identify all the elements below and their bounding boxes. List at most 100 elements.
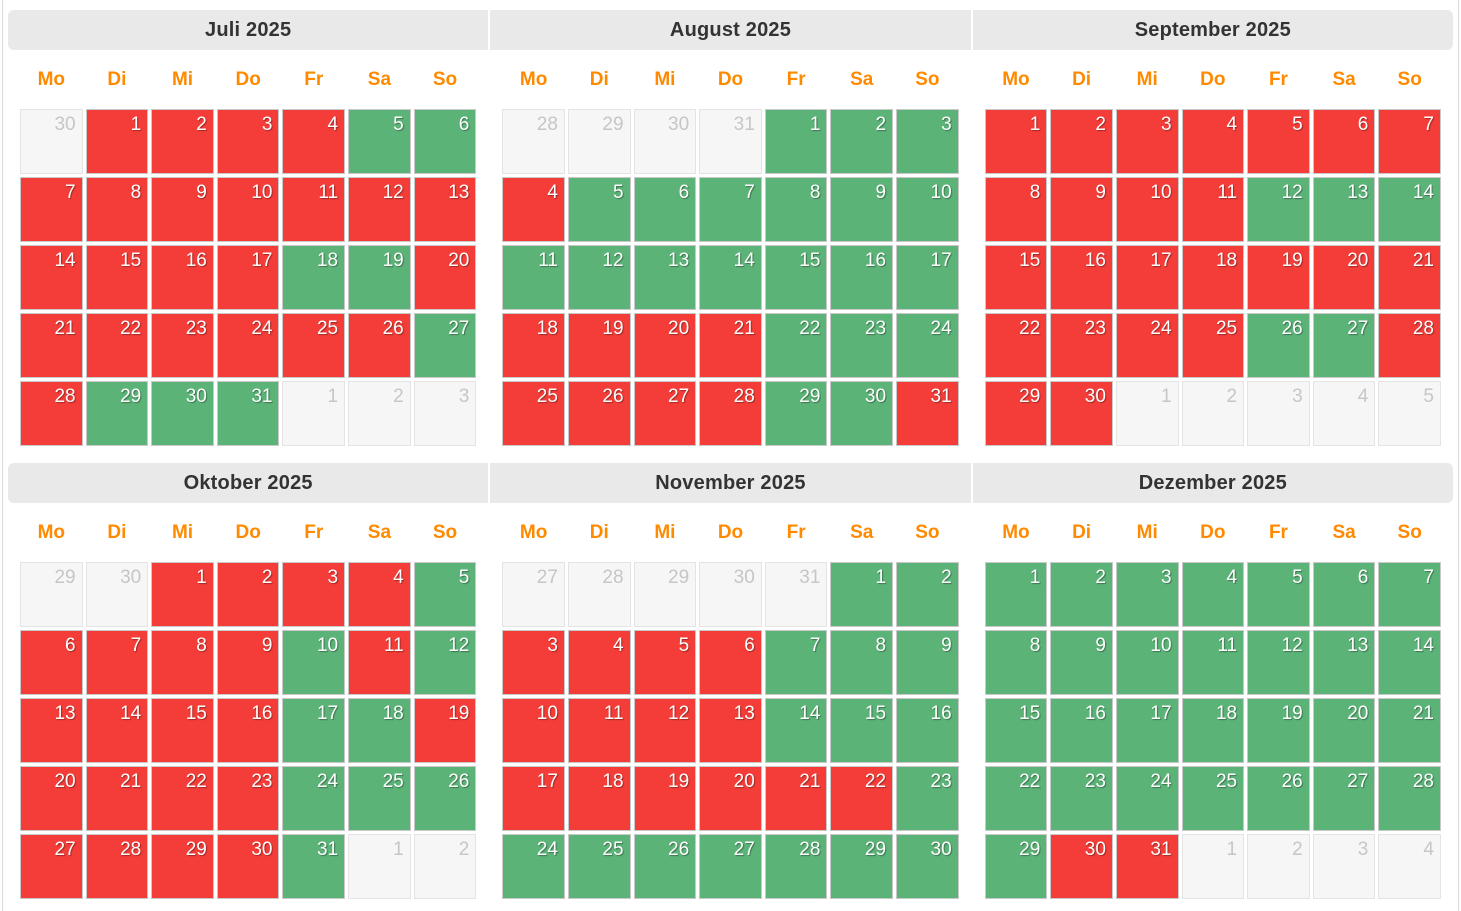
day-cell[interactable]: 17 — [216, 245, 280, 310]
day-cell[interactable]: 19 — [348, 245, 411, 310]
day-cell[interactable]: 14 — [764, 698, 828, 763]
day-cell[interactable]: 20 — [1312, 245, 1376, 310]
day-cell[interactable]: 29 — [984, 381, 1048, 446]
day-cell[interactable]: 23 — [1050, 766, 1113, 831]
day-cell[interactable]: 26 — [413, 766, 477, 831]
day-cell[interactable]: 20 — [699, 766, 762, 831]
day-cell[interactable]: 31 — [282, 834, 346, 899]
day-cell[interactable]: 6 — [413, 109, 477, 174]
day-cell[interactable]: 18 — [567, 766, 631, 831]
day-cell[interactable]: 10 — [282, 630, 346, 695]
day-cell[interactable]: 11 — [1181, 177, 1245, 242]
day-cell[interactable]: 2 — [896, 562, 959, 627]
day-cell[interactable]: 5 — [1247, 109, 1310, 174]
day-cell[interactable]: 12 — [567, 245, 631, 310]
day-cell[interactable]: 13 — [20, 698, 83, 763]
day-cell[interactable]: 6 — [633, 177, 697, 242]
day-cell[interactable]: 17 — [1115, 698, 1179, 763]
day-cell[interactable]: 25 — [282, 313, 346, 378]
day-cell[interactable]: 24 — [282, 766, 346, 831]
day-cell[interactable]: 6 — [699, 630, 762, 695]
day-cell[interactable]: 4 — [282, 109, 346, 174]
day-cell[interactable]: 1 — [984, 109, 1048, 174]
day-cell[interactable]: 27 — [1312, 313, 1376, 378]
day-cell[interactable]: 5 — [348, 109, 411, 174]
day-cell[interactable]: 10 — [216, 177, 280, 242]
day-cell[interactable]: 23 — [151, 313, 214, 378]
day-cell[interactable]: 2 — [151, 109, 214, 174]
day-cell[interactable]: 31 — [216, 381, 280, 446]
day-cell[interactable]: 8 — [830, 630, 894, 695]
day-cell[interactable]: 7 — [1378, 109, 1441, 174]
day-cell[interactable]: 17 — [1115, 245, 1179, 310]
day-cell[interactable]: 18 — [282, 245, 346, 310]
day-cell[interactable]: 7 — [20, 177, 83, 242]
day-cell[interactable]: 12 — [1247, 630, 1310, 695]
day-cell[interactable]: 21 — [85, 766, 149, 831]
day-cell[interactable]: 10 — [1115, 177, 1179, 242]
day-cell[interactable]: 15 — [85, 245, 149, 310]
day-cell[interactable]: 10 — [896, 177, 959, 242]
day-cell[interactable]: 9 — [216, 630, 280, 695]
day-cell[interactable]: 20 — [633, 313, 697, 378]
day-cell[interactable]: 5 — [633, 630, 697, 695]
day-cell[interactable]: 18 — [348, 698, 411, 763]
day-cell[interactable]: 18 — [1181, 245, 1245, 310]
day-cell[interactable]: 2 — [216, 562, 280, 627]
day-cell[interactable]: 1 — [151, 562, 214, 627]
day-cell[interactable]: 29 — [85, 381, 149, 446]
day-cell[interactable]: 16 — [896, 698, 959, 763]
day-cell[interactable]: 28 — [699, 381, 762, 446]
day-cell[interactable]: 21 — [764, 766, 828, 831]
day-cell[interactable]: 5 — [1247, 562, 1310, 627]
day-cell[interactable]: 30 — [896, 834, 959, 899]
day-cell[interactable]: 22 — [151, 766, 214, 831]
day-cell[interactable]: 28 — [85, 834, 149, 899]
day-cell[interactable]: 20 — [20, 766, 83, 831]
day-cell[interactable]: 4 — [1181, 109, 1245, 174]
day-cell[interactable]: 4 — [1181, 562, 1245, 627]
day-cell[interactable]: 12 — [413, 630, 477, 695]
day-cell[interactable]: 14 — [85, 698, 149, 763]
day-cell[interactable]: 16 — [151, 245, 214, 310]
day-cell[interactable]: 8 — [764, 177, 828, 242]
day-cell[interactable]: 21 — [1378, 245, 1441, 310]
day-cell[interactable]: 25 — [1181, 313, 1245, 378]
day-cell[interactable]: 19 — [413, 698, 477, 763]
day-cell[interactable]: 30 — [830, 381, 894, 446]
day-cell[interactable]: 9 — [1050, 630, 1113, 695]
day-cell[interactable]: 16 — [830, 245, 894, 310]
day-cell[interactable]: 23 — [830, 313, 894, 378]
day-cell[interactable]: 14 — [20, 245, 83, 310]
day-cell[interactable]: 1 — [85, 109, 149, 174]
day-cell[interactable]: 16 — [1050, 698, 1113, 763]
day-cell[interactable]: 23 — [1050, 313, 1113, 378]
day-cell[interactable]: 6 — [1312, 562, 1376, 627]
day-cell[interactable]: 4 — [348, 562, 411, 627]
day-cell[interactable]: 4 — [502, 177, 565, 242]
day-cell[interactable]: 1 — [764, 109, 828, 174]
day-cell[interactable]: 8 — [984, 630, 1048, 695]
day-cell[interactable]: 7 — [699, 177, 762, 242]
day-cell[interactable]: 9 — [151, 177, 214, 242]
day-cell[interactable]: 20 — [413, 245, 477, 310]
day-cell[interactable]: 1 — [830, 562, 894, 627]
day-cell[interactable]: 11 — [348, 630, 411, 695]
day-cell[interactable]: 14 — [1378, 630, 1441, 695]
day-cell[interactable]: 21 — [699, 313, 762, 378]
day-cell[interactable]: 19 — [1247, 245, 1310, 310]
day-cell[interactable]: 3 — [502, 630, 565, 695]
day-cell[interactable]: 18 — [1181, 698, 1245, 763]
day-cell[interactable]: 1 — [984, 562, 1048, 627]
day-cell[interactable]: 13 — [1312, 177, 1376, 242]
day-cell[interactable]: 19 — [567, 313, 631, 378]
day-cell[interactable]: 15 — [984, 698, 1048, 763]
day-cell[interactable]: 10 — [1115, 630, 1179, 695]
day-cell[interactable]: 24 — [896, 313, 959, 378]
day-cell[interactable]: 11 — [502, 245, 565, 310]
day-cell[interactable]: 30 — [1050, 834, 1113, 899]
day-cell[interactable]: 24 — [502, 834, 565, 899]
day-cell[interactable]: 22 — [830, 766, 894, 831]
day-cell[interactable]: 2 — [1050, 109, 1113, 174]
day-cell[interactable]: 30 — [1050, 381, 1113, 446]
